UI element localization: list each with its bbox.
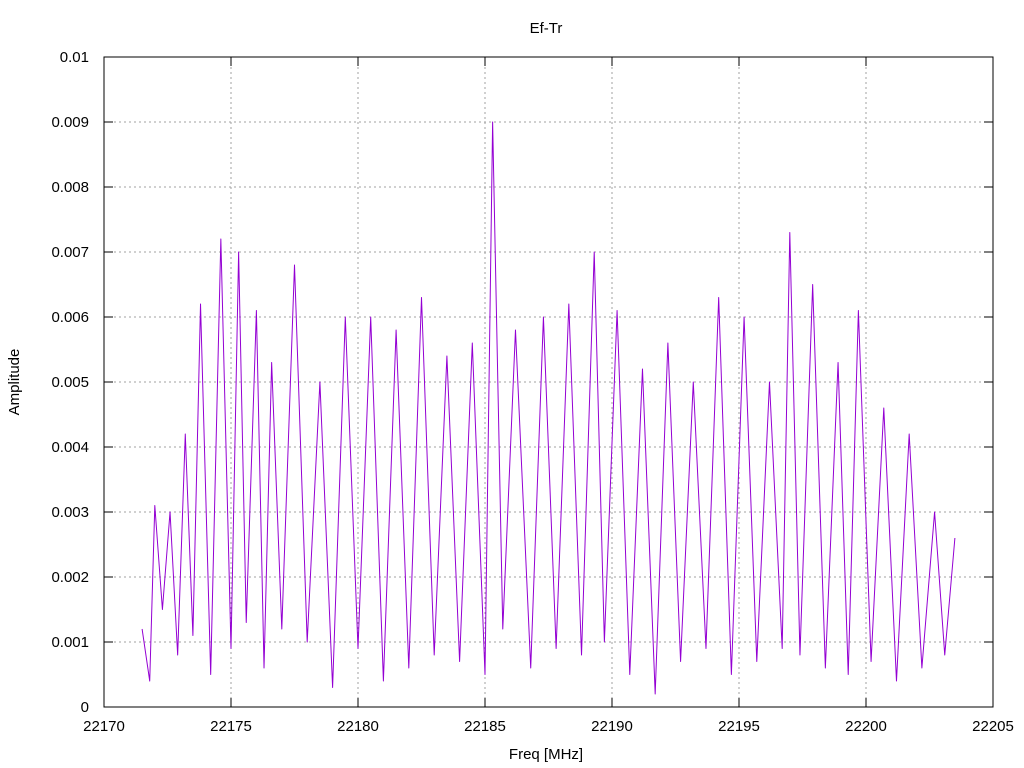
x-axis-title: Freq [MHz]	[509, 746, 583, 763]
x-tick-label: 22190	[591, 718, 633, 735]
y-tick-label: 0	[81, 699, 89, 716]
x-tick-label: 22170	[83, 718, 125, 735]
x-tick-label: 22175	[210, 718, 252, 735]
x-tick-label: 22205	[972, 718, 1014, 735]
y-tick-label: 0.009	[51, 114, 89, 131]
x-tick-label: 22180	[337, 718, 379, 735]
tick-labels: 0 0.001 0.002 0.003 0.004 0.005 0.006 0.007 0.00…	[51, 49, 1013, 735]
y-tick-label: 0.006	[51, 309, 89, 326]
y-axis-title: Amplitude	[6, 349, 23, 416]
chart-title: Ef-Tr	[530, 20, 563, 37]
series-layer	[141, 121, 956, 695]
x-tick-label: 22200	[845, 718, 887, 735]
y-tick-label: 0.001	[51, 634, 89, 651]
y-tick-label: 0.002	[51, 569, 89, 586]
y-tick-label: 0.003	[51, 504, 89, 521]
y-tick-label: 0.007	[51, 244, 89, 261]
x-tick-label: 22195	[718, 718, 760, 735]
y-tick-label: 0.005	[51, 374, 89, 391]
tick-marks	[103, 56, 994, 708]
series-line	[141, 121, 956, 695]
x-tick-label: 22185	[464, 718, 506, 735]
y-tick-label: 0.008	[51, 179, 89, 196]
y-tick-label: 0.01	[60, 49, 89, 66]
grid-lines	[104, 57, 993, 707]
y-tick-label: 0.004	[51, 439, 89, 456]
